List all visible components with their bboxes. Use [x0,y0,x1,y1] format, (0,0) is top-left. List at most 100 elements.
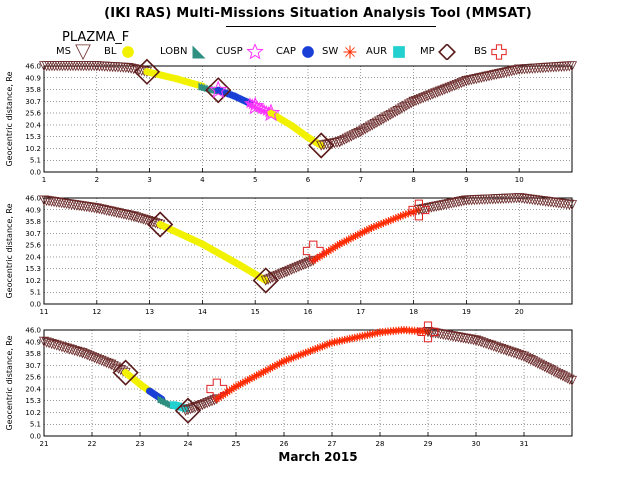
data-point [566,200,578,211]
dot-icon [122,46,135,58]
data-point [434,86,446,97]
data-point [355,126,366,137]
x-tick-label: 19 [462,308,471,316]
data-point [358,125,369,136]
legend-label: BS [474,46,488,57]
y-axis-label: Geocentric distance, Re [5,335,14,430]
data-point [506,66,517,77]
data-point [523,354,534,365]
legend-label: CUSP [216,46,243,57]
data-point [437,85,448,96]
data-point [544,364,555,375]
x-tick-label: 24 [184,440,193,448]
data-point [466,75,477,86]
data-point [562,373,573,384]
data-point [456,78,467,89]
series-ms [422,327,578,386]
legend-item-lobn: LOBN [160,44,208,60]
data-point [263,274,274,285]
legend-item-mp: MP [420,44,456,60]
y-tick-label: 20.4 [25,385,41,393]
data-point [399,102,410,113]
data-point [351,129,362,140]
series-bl [267,109,325,150]
data-point [449,80,460,91]
data-point [428,202,439,213]
data-point [291,262,302,274]
data-point [401,100,412,111]
data-point [293,261,304,273]
data-point [446,198,457,209]
data-point [381,112,392,123]
data-point [453,197,464,208]
legend-item-cap: CAP [276,44,317,60]
data-point [390,107,401,118]
data-point [286,264,297,276]
star-icon [245,44,264,60]
legend-label: CAP [276,46,296,57]
y-tick-label: 0.0 [30,433,41,441]
data-point [272,270,283,281]
y-tick-label: 0.0 [30,169,41,177]
legend-item-bs: BS [474,44,508,60]
data-point [532,358,543,369]
data-point [491,69,502,80]
data-point [182,405,194,416]
data-point [94,354,105,366]
y-tick-label: 20.4 [25,121,41,129]
data-point [518,351,530,362]
data-point [458,196,469,207]
data-point [557,371,568,382]
y-tick-label: 35.8 [25,350,41,358]
data-point [413,205,424,216]
data-point [441,199,452,210]
marker-cusp [261,103,281,122]
x-tick-label: 5 [253,176,257,184]
data-point [516,350,527,361]
data-point [344,132,355,143]
diamond-icon [437,44,456,60]
x-tick-label: 31 [520,440,529,448]
x-tick-label: 15 [251,308,260,316]
data-point [378,113,389,124]
data-point [427,89,438,100]
series-sw [212,326,432,404]
data-point [336,136,348,147]
x-tick-label: 11 [40,308,49,316]
data-point [387,108,398,119]
data-point [79,349,90,360]
x-tick-label: 23 [136,440,145,448]
data-point [331,137,343,148]
data-point [446,81,458,92]
plot-frame [43,329,573,437]
data-point [373,328,382,337]
y-tick-label: 15.3 [25,133,41,141]
x-tick-label: 29 [424,440,433,448]
x-tick-label: 1 [42,176,46,184]
y-tick-label: 25.6 [25,110,41,118]
marker-mp [174,397,202,424]
data-point [367,120,378,131]
data-point [481,71,492,82]
data-point [303,257,314,268]
data-point [463,75,474,86]
y-tick-label: 35.8 [25,86,41,94]
x-tick-label: 7 [359,176,363,184]
data-point [341,133,352,144]
series-ms [413,193,578,216]
data-point [371,117,382,128]
wedge-icon [192,45,206,59]
y-tick-label: 46.0 [25,195,41,203]
data-point [418,93,429,104]
data-point [448,198,459,209]
data-point [525,355,536,366]
x-tick-label: 25 [232,440,241,448]
data-point [456,196,467,207]
data-point [360,124,371,135]
data-point [564,374,575,385]
data-point [326,138,337,149]
series-sw [309,205,423,265]
data-point [392,106,403,117]
data-point [486,70,497,81]
y-tick-label: 46.0 [25,327,41,335]
